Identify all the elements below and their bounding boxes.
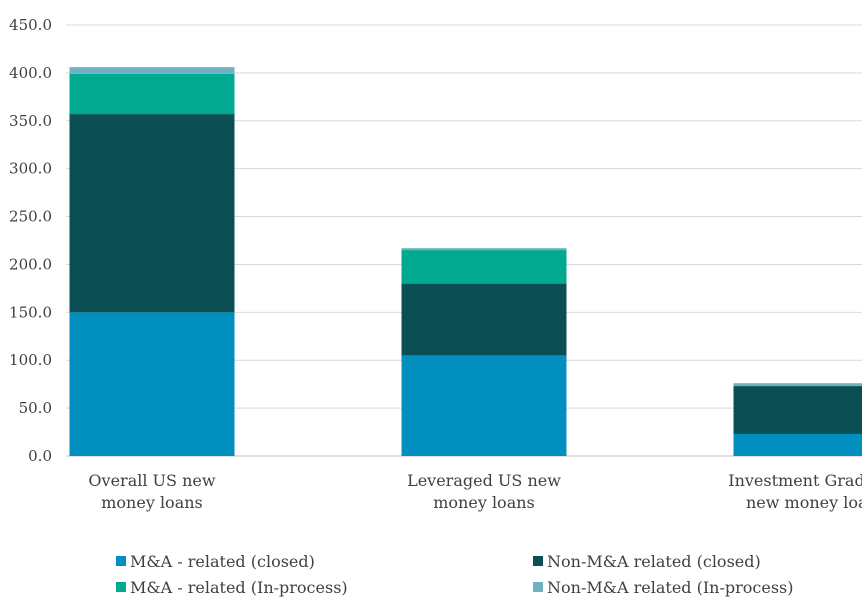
bar-segment [69,73,235,115]
bar-segment [69,312,235,456]
bars [69,67,862,456]
bar-segment [401,355,567,456]
y-tick-label: 150.0 [9,303,52,321]
bar-segment [733,383,862,387]
x-category-label: Leveraged US new money loans [407,471,561,512]
bar-segment [69,67,235,74]
legend-label: M&A - related (In-process) [130,578,348,597]
x-category-label: Overall US new money loans [88,471,215,512]
x-axis: Overall US new money loans Leveraged US ne… [88,471,862,512]
legend-label: Non-M&A related (In-process) [547,578,794,597]
legend-entry: Non-M&A related (closed) [533,552,761,571]
legend: M&A - related (closed) Non-M&A related (c… [116,552,794,597]
bar-segment [401,283,567,356]
y-tick-label: 250.0 [9,208,52,226]
y-tick-label: 350.0 [9,112,52,130]
y-tick-label: 200.0 [9,255,52,273]
legend-entry: Non-M&A related (In-process) [533,578,794,597]
y-tick-label: 0.0 [28,447,52,465]
y-tick-label: 400.0 [9,64,52,82]
y-axis: 0.0 50.0 100.0 150.0 200.0 250.0 300.0 350.0 400… [9,16,52,465]
bar-segment [733,433,862,456]
legend-entry: M&A - related (In-process) [116,578,348,597]
legend-swatch [116,556,126,566]
bar-segment [69,114,235,313]
y-tick-label: 50.0 [19,399,52,417]
bar-segment [401,250,567,284]
bar-segment [733,386,862,434]
y-tick-label: 100.0 [9,351,52,369]
legend-label: M&A - related (closed) [130,552,315,571]
legend-swatch [533,582,543,592]
legend-swatch [116,582,126,592]
legend-entry: M&A - related (closed) [116,552,315,571]
y-tick-label: 450.0 [9,16,52,34]
bar-segment [401,248,567,251]
legend-swatch [533,556,543,566]
legend-label: Non-M&A related (closed) [547,552,761,571]
y-tick-label: 300.0 [9,160,52,178]
